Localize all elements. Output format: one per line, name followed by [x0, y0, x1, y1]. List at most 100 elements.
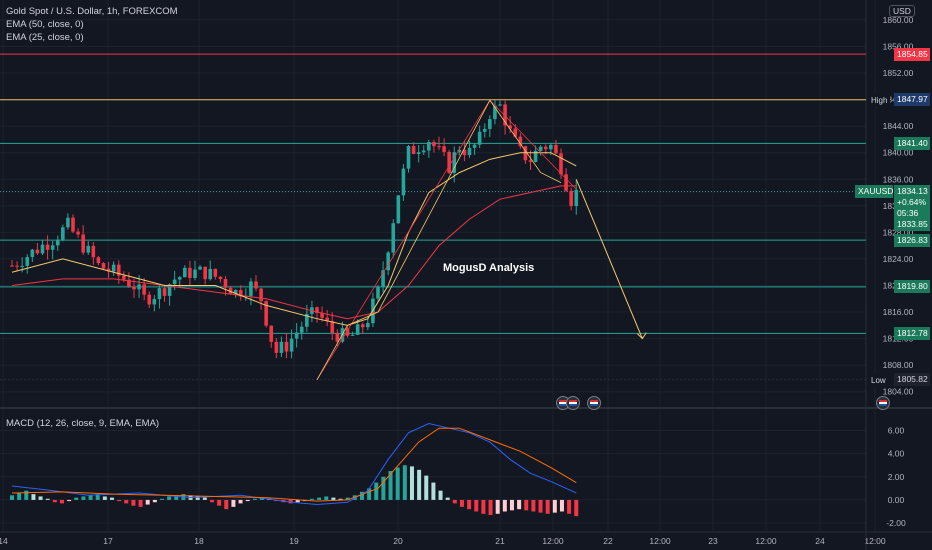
candle: [442, 146, 446, 152]
us-flag-event-icon[interactable]: [587, 396, 601, 410]
candle: [325, 317, 329, 322]
macd-histogram-bar: [331, 497, 336, 500]
macd-tick-label: 6.00: [888, 426, 905, 436]
bar-countdown: 05:36: [897, 208, 919, 219]
candle: [330, 321, 335, 333]
macd-histogram-bar: [367, 488, 372, 500]
macd-histogram-bar: [431, 482, 436, 500]
candle: [213, 268, 218, 277]
macd-histogram-bar: [381, 476, 386, 500]
candle: [91, 245, 96, 258]
bid-price: 1833.85: [897, 219, 928, 230]
macd-histogram-bar: [445, 497, 450, 500]
macd-histogram-bar: [124, 499, 129, 504]
candle: [462, 149, 467, 156]
macd-histogram-bar: [159, 498, 164, 500]
candle: [238, 290, 243, 297]
macd-histogram-bar: [24, 490, 29, 500]
candle: [223, 279, 228, 288]
candle: [503, 104, 507, 126]
time-tick-label: 22: [603, 536, 613, 546]
candle: [30, 249, 35, 258]
candle: [15, 265, 19, 267]
price-tick-label: 1860.00: [883, 15, 914, 25]
candle: [350, 334, 355, 336]
candle: [279, 341, 284, 353]
candle: [218, 276, 223, 280]
candle: [355, 324, 360, 335]
candle: [61, 227, 65, 240]
high-label: High: [868, 93, 891, 107]
level-1819-price-badge: 1819.80: [894, 280, 930, 294]
macd-histogram-bar: [531, 499, 536, 512]
macd-histogram-bar: [345, 497, 350, 500]
candle: [96, 257, 101, 264]
candle: [564, 174, 568, 191]
candle: [147, 294, 152, 305]
macd-histogram-bar: [409, 466, 414, 500]
macd-histogram-bar: [374, 482, 379, 500]
macd-histogram-bar: [517, 499, 522, 510]
price-tick-label: 1804.00: [883, 387, 914, 397]
candle: [472, 144, 477, 148]
candle: [177, 277, 182, 280]
candle: [518, 136, 523, 147]
macd-histogram-bar: [459, 499, 464, 507]
candle: [274, 341, 279, 353]
candle: [498, 104, 502, 106]
low-label: Low: [868, 373, 889, 387]
macd-histogram-bar: [338, 498, 343, 500]
candle: [533, 150, 538, 162]
macd-tick-label: 0.00: [888, 495, 905, 505]
macd-histogram-bar: [238, 499, 243, 504]
last-change: +0.64%: [897, 197, 927, 208]
candle: [289, 338, 294, 352]
candle: [549, 144, 553, 150]
macd-histogram-bar: [359, 491, 364, 500]
time-tick-label: 19: [289, 536, 299, 546]
macd-histogram-bar: [467, 499, 472, 510]
candle: [269, 325, 274, 342]
macd-histogram-bar: [495, 499, 500, 514]
candle: [183, 267, 187, 278]
macd-histogram-bar: [245, 499, 250, 502]
candle: [254, 281, 258, 289]
candle: [523, 146, 528, 161]
macd-histogram-bar: [545, 499, 550, 514]
candle: [538, 146, 543, 151]
candle: [320, 313, 324, 318]
macd-histogram-bar: [152, 499, 157, 503]
macd-histogram-bar: [45, 498, 50, 500]
macd-histogram-bar: [502, 499, 507, 512]
us-flag-event-icon[interactable]: [566, 396, 580, 410]
candle: [299, 326, 304, 333]
symbol-badge: XAUUSD: [855, 185, 893, 199]
us-flag-event-icon[interactable]: [876, 396, 890, 410]
analysis-annotation: MogusD Analysis: [443, 262, 535, 274]
candle: [137, 284, 141, 290]
candle: [40, 244, 45, 254]
candle: [452, 152, 457, 173]
macd-histogram-bar: [452, 499, 457, 504]
macd-histogram-bar: [524, 499, 529, 511]
price-tick-label: 1840.00: [883, 148, 914, 158]
candle: [132, 286, 136, 290]
candle: [76, 231, 80, 235]
chart-legend: Gold Spot / U.S. Dollar, 1h, FOREXCOM EM…: [6, 5, 178, 44]
macd-histogram-bar: [38, 496, 43, 500]
candle: [386, 252, 390, 271]
candle: [467, 147, 472, 156]
macd-histogram-bar: [217, 499, 222, 506]
candle: [488, 119, 492, 129]
currency-badge[interactable]: USD: [889, 5, 915, 17]
pattern-wave-line: [316, 99, 562, 380]
macd-histogram-bar: [438, 490, 443, 500]
candle: [249, 281, 253, 296]
macd-histogram-bar: [209, 499, 214, 503]
candle: [376, 286, 380, 299]
macd-histogram-bar: [74, 497, 79, 500]
macd-histogram-bar: [131, 499, 136, 506]
candle: [528, 160, 533, 162]
macd-histogram-bar: [388, 471, 393, 500]
